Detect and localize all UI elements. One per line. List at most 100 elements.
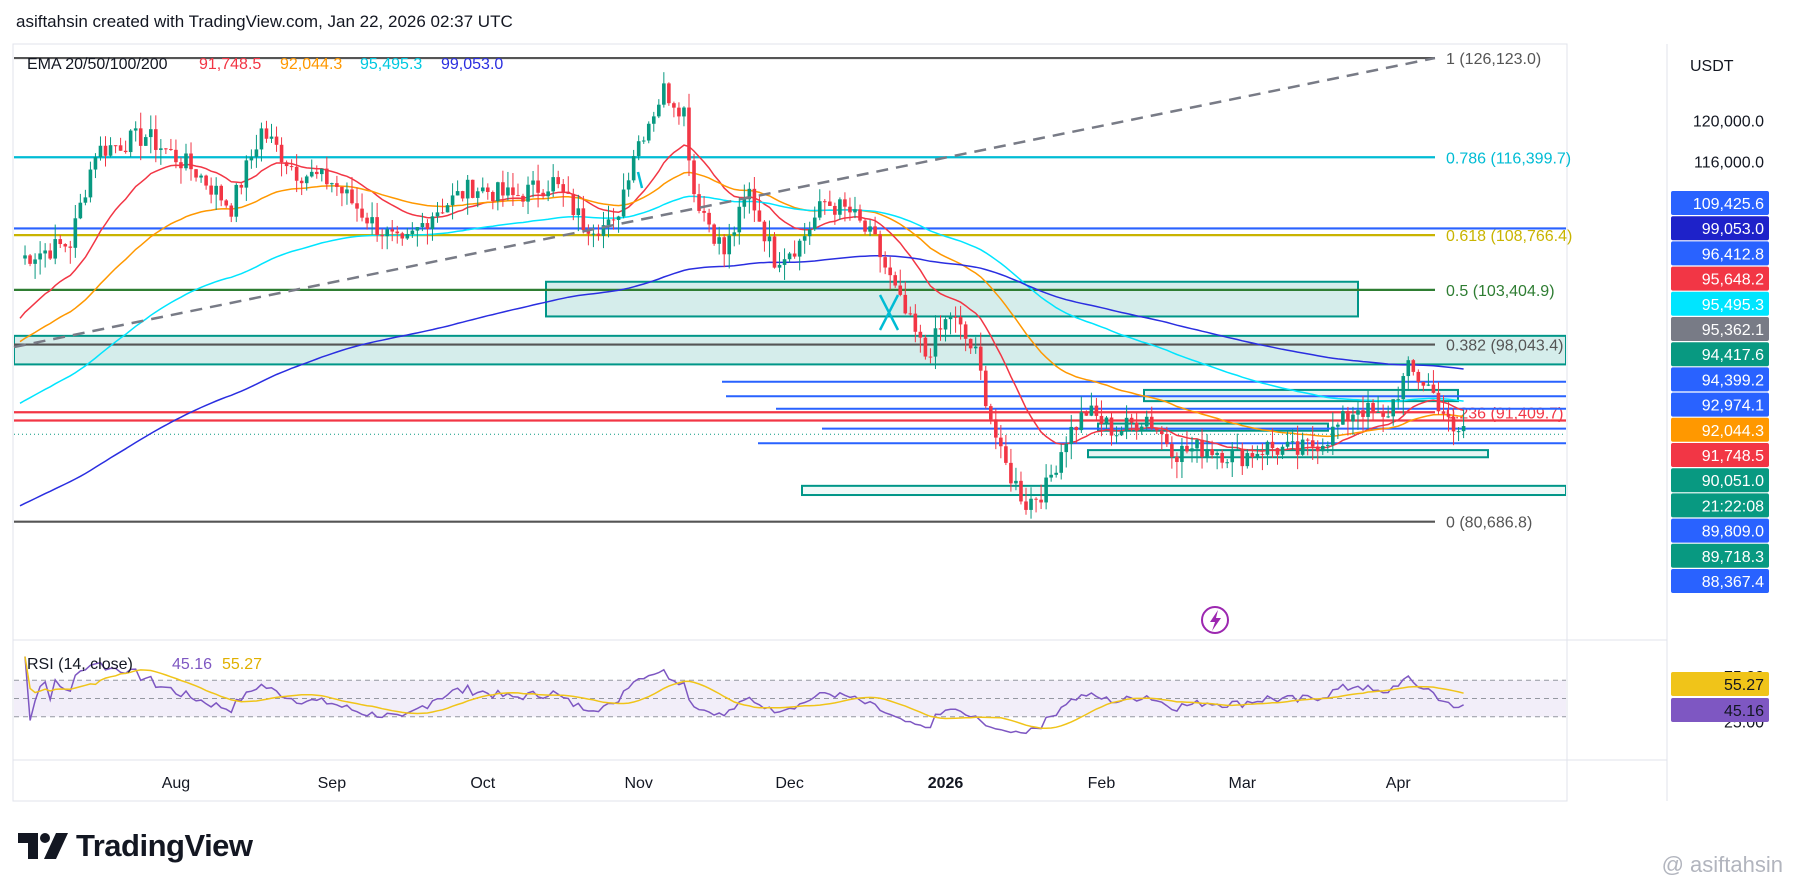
candle — [294, 154, 299, 193]
candle — [1285, 430, 1290, 449]
price-badge-5[interactable]: 95,362.1 — [1671, 317, 1769, 341]
candle — [1014, 467, 1018, 491]
candle — [330, 182, 334, 193]
candle — [742, 184, 747, 219]
price-badge-11[interactable]: 90,051.0 — [1671, 468, 1769, 493]
flash-icon[interactable] — [1201, 606, 1229, 634]
candle — [983, 365, 988, 409]
candle — [1461, 409, 1466, 439]
candle — [219, 184, 223, 207]
candle — [1134, 411, 1139, 440]
candle — [994, 408, 998, 450]
price-badge-14[interactable]: 89,718.3 — [1671, 543, 1769, 568]
currency-label[interactable]: USDT — [1690, 58, 1734, 75]
ema200-line[interactable] — [19, 254, 1464, 507]
price-badge-10[interactable]: 91,748.5 — [1671, 443, 1769, 467]
candle — [908, 306, 913, 316]
candle — [1356, 400, 1360, 430]
candle — [108, 137, 113, 158]
candle — [345, 182, 349, 205]
price-badge-2[interactable]: 96,412.8 — [1671, 241, 1769, 266]
candle — [898, 269, 903, 297]
candle — [636, 135, 641, 161]
price-badge-4[interactable]: 95,495.3 — [1671, 291, 1769, 316]
fib-label-0: 1 (126,123.0) — [1446, 51, 1541, 68]
candle — [1376, 395, 1380, 414]
candle — [1320, 438, 1325, 456]
candle — [410, 222, 415, 238]
zone-box-4[interactable] — [801, 484, 1566, 497]
price-badge-9[interactable]: 92,044.3 — [1671, 417, 1769, 442]
candle — [772, 232, 777, 269]
zone-box-2[interactable] — [1097, 422, 1329, 432]
candle — [1024, 487, 1028, 515]
ema20-legend-value: 91,748.5 — [199, 56, 261, 73]
candle — [1235, 433, 1240, 451]
candle — [1315, 440, 1320, 465]
candle — [541, 189, 545, 200]
candle — [973, 337, 978, 354]
rsi-ma-line[interactable] — [24, 656, 1464, 730]
rsi-badge-0[interactable]: 55.27 — [1671, 672, 1769, 696]
supply-zone-wide[interactable] — [14, 334, 1566, 366]
rsi-legend[interactable]: RSI (14, close) 45.16 55.27 — [27, 656, 262, 673]
candle — [259, 122, 264, 162]
ema100-legend-value: 95,495.3 — [360, 56, 422, 73]
candle — [405, 227, 410, 240]
ema50-line[interactable] — [19, 171, 1464, 438]
candle — [425, 219, 430, 245]
fib-label-4: 0.382 (98,043.4) — [1446, 338, 1563, 355]
candle — [1019, 471, 1023, 505]
rsi-line[interactable] — [24, 656, 1464, 735]
candle — [752, 176, 757, 222]
candle — [465, 174, 470, 215]
supply-zone-upper[interactable] — [545, 280, 1359, 318]
candle — [737, 197, 742, 245]
price-badge-13[interactable]: 89,809.0 — [1671, 518, 1769, 543]
price-badge-8[interactable]: 92,974.1 — [1671, 392, 1769, 417]
candle — [873, 216, 877, 235]
candle — [1220, 449, 1224, 469]
candle — [883, 251, 887, 275]
candle — [828, 190, 832, 207]
candle — [657, 99, 661, 119]
candle — [1160, 426, 1164, 450]
candle — [1054, 465, 1058, 478]
price-badge-6[interactable]: 94,417.6 — [1671, 342, 1769, 367]
candle — [274, 126, 279, 152]
ema200-legend-value: 99,053.0 — [441, 56, 503, 73]
candle — [1391, 399, 1395, 426]
ema20-line[interactable] — [19, 144, 1464, 452]
trendline-dashed[interactable] — [13, 56, 1436, 349]
price-badge-12[interactable]: 21:22:08 — [1671, 493, 1769, 518]
price-badge-text-2: 96,412.8 — [1702, 246, 1764, 263]
price-badge-1[interactable]: 99,053.0 — [1671, 216, 1769, 241]
price-badge-7[interactable]: 94,399.2 — [1671, 367, 1769, 392]
candle — [1114, 426, 1119, 444]
price-badge-15[interactable]: 88,367.4 — [1671, 569, 1769, 593]
candle — [576, 194, 581, 232]
price-badge-3[interactable]: 95,648.2 — [1671, 266, 1769, 291]
candle — [913, 304, 918, 343]
candle — [697, 183, 701, 214]
candle — [1446, 402, 1451, 432]
ema-legend[interactable]: EMA 20/50/100/200 91,748.5 92,044.3 95,4… — [27, 56, 503, 73]
x-tick-label-3: Nov — [624, 775, 652, 792]
candle — [440, 198, 445, 214]
price-badge-text-8: 92,974.1 — [1702, 398, 1764, 415]
candle — [365, 212, 369, 230]
candle — [63, 243, 68, 253]
price-badge-text-14: 89,718.3 — [1702, 549, 1764, 566]
candle — [103, 136, 108, 167]
candle — [199, 173, 203, 183]
ema100-line[interactable] — [19, 195, 1464, 404]
rsi-badge-1[interactable]: 45.16 — [1671, 698, 1769, 722]
candle — [1210, 440, 1214, 459]
tradingview-logo[interactable]: TradingView — [18, 828, 253, 864]
candle — [928, 348, 933, 364]
zone-box-3[interactable] — [1087, 449, 1489, 459]
candle — [491, 190, 495, 210]
candle — [727, 223, 732, 269]
price-badge-0[interactable]: 109,425.6 — [1671, 191, 1769, 215]
